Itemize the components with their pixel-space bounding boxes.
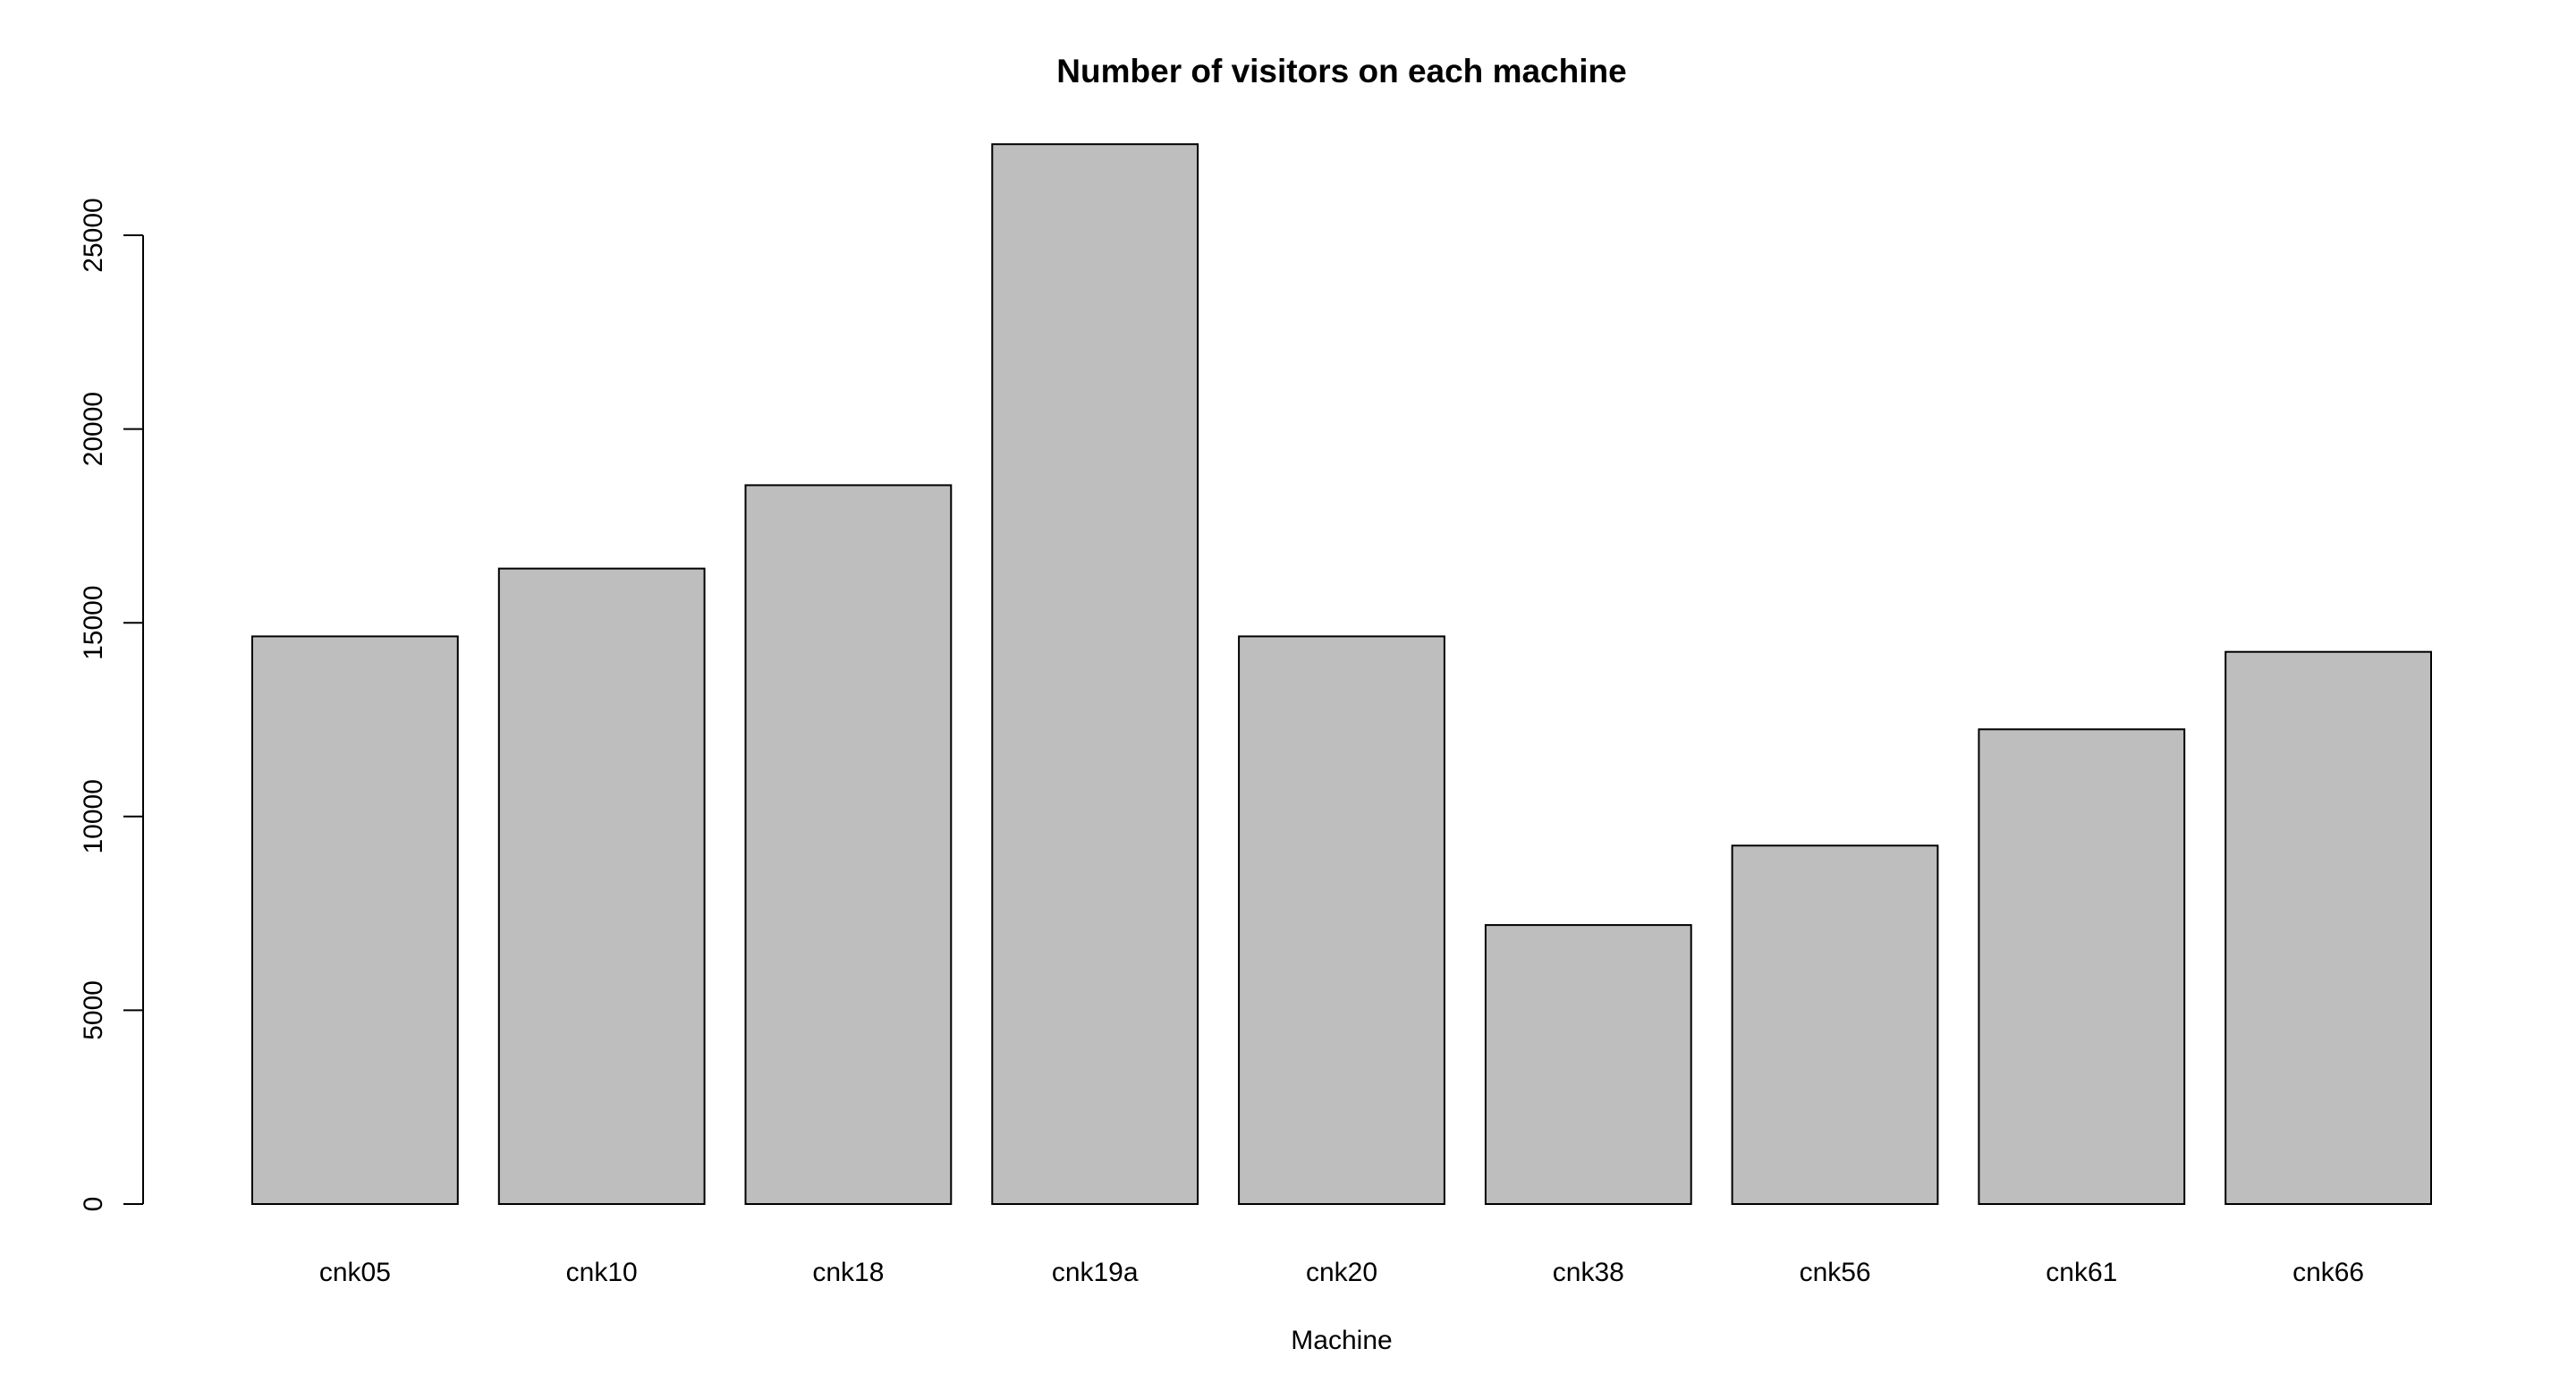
bar-cnk19a xyxy=(991,143,1199,1206)
x-axis-labels: cnk05 cnk10 cnk18 cnk19a cnk20 cnk38 cnk56 cnk6… xyxy=(319,1258,2364,1287)
x-tick-label-cnk19a: cnk19a xyxy=(1052,1258,1139,1287)
x-tick-label-cnk20: cnk20 xyxy=(1306,1258,1377,1287)
y-tick-label: 5000 xyxy=(79,980,108,1040)
bar-cnk18 xyxy=(744,484,953,1205)
bar-cnk10 xyxy=(497,567,706,1205)
y-axis: 0 5000 10000 15000 20000 25000 xyxy=(79,198,144,1212)
y-tick-label: 20000 xyxy=(79,392,108,466)
x-tick-label-cnk38: cnk38 xyxy=(1553,1258,1624,1287)
chart-title: Number of visitors on each machine xyxy=(1056,53,1626,89)
bar-cnk56 xyxy=(1731,844,1939,1205)
bar-cnk66 xyxy=(2224,650,2432,1205)
x-tick-label-cnk66: cnk66 xyxy=(2292,1258,2364,1287)
y-tick-label: 15000 xyxy=(79,585,108,659)
x-tick-label-cnk05: cnk05 xyxy=(319,1258,391,1287)
y-tick-label: 25000 xyxy=(79,198,108,272)
x-axis-title: Machine xyxy=(1291,1326,1392,1355)
bars-group xyxy=(251,143,2432,1206)
y-tick-label: 0 xyxy=(79,1197,108,1212)
x-tick-label-cnk61: cnk61 xyxy=(2046,1258,2117,1287)
x-tick-label-cnk10: cnk10 xyxy=(566,1258,638,1287)
bar-cnk38 xyxy=(1484,924,1692,1205)
x-tick-label-cnk18: cnk18 xyxy=(812,1258,884,1287)
y-tick-label: 10000 xyxy=(79,779,108,853)
bar-cnk05 xyxy=(251,635,459,1205)
bar-cnk61 xyxy=(1978,728,2186,1205)
bar-cnk20 xyxy=(1238,635,1445,1205)
x-tick-label-cnk56: cnk56 xyxy=(1800,1258,1871,1287)
